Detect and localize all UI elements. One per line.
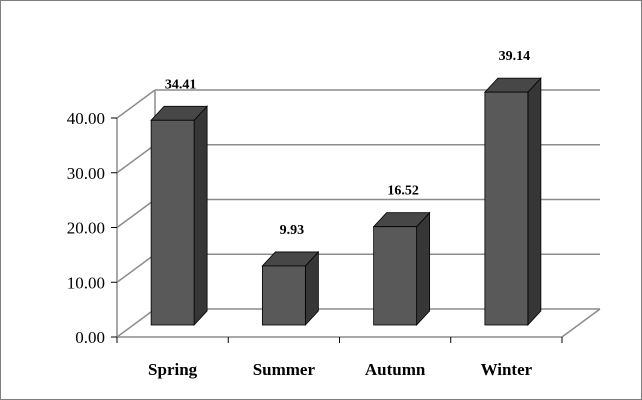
bar-summer: [261, 265, 306, 326]
value-label-winter: 39.14: [499, 49, 531, 64]
gridline-depth-4: [116, 89, 156, 119]
x-tick-labels: Spring Summer Autumn Winter: [148, 360, 533, 379]
y-tick-label-2: 20.00: [67, 219, 105, 238]
floor-right-edge: [561, 308, 601, 338]
gridline-depth-2: [116, 198, 156, 229]
gridline-depth-0: [116, 308, 156, 338]
x-tick-label-spring: Spring: [148, 360, 198, 379]
value-label-autumn: 16.52: [387, 184, 419, 199]
value-labels: 34.41 9.93 16.52 39.14: [165, 49, 530, 238]
x-tick-label-autumn: Autumn: [365, 360, 426, 379]
y-tick-label-4: 40.00: [67, 109, 105, 128]
bar-side-spring: [193, 105, 208, 327]
y-tick-labels: 0.00 10.00 20.00 30.00 40.00: [67, 109, 105, 347]
y-tick-label-1: 10.00: [67, 273, 105, 292]
bar-spring: [150, 119, 195, 326]
gridline-depth-3: [116, 144, 156, 174]
y-tick-label-0: 0.00: [75, 328, 105, 347]
x-tick-label-winter: Winter: [481, 360, 533, 379]
gridline-depth-1: [116, 253, 156, 283]
x-tick-label-summer: Summer: [253, 360, 316, 379]
bar-autumn: [373, 226, 418, 326]
bars: [150, 77, 542, 327]
value-label-summer: 9.93: [280, 223, 305, 238]
bar-side-winter: [527, 77, 542, 327]
bar-winter: [484, 91, 529, 326]
y-tick-label-3: 30.00: [67, 164, 105, 183]
value-label-spring: 34.41: [165, 77, 197, 92]
bar-side-autumn: [416, 211, 431, 327]
